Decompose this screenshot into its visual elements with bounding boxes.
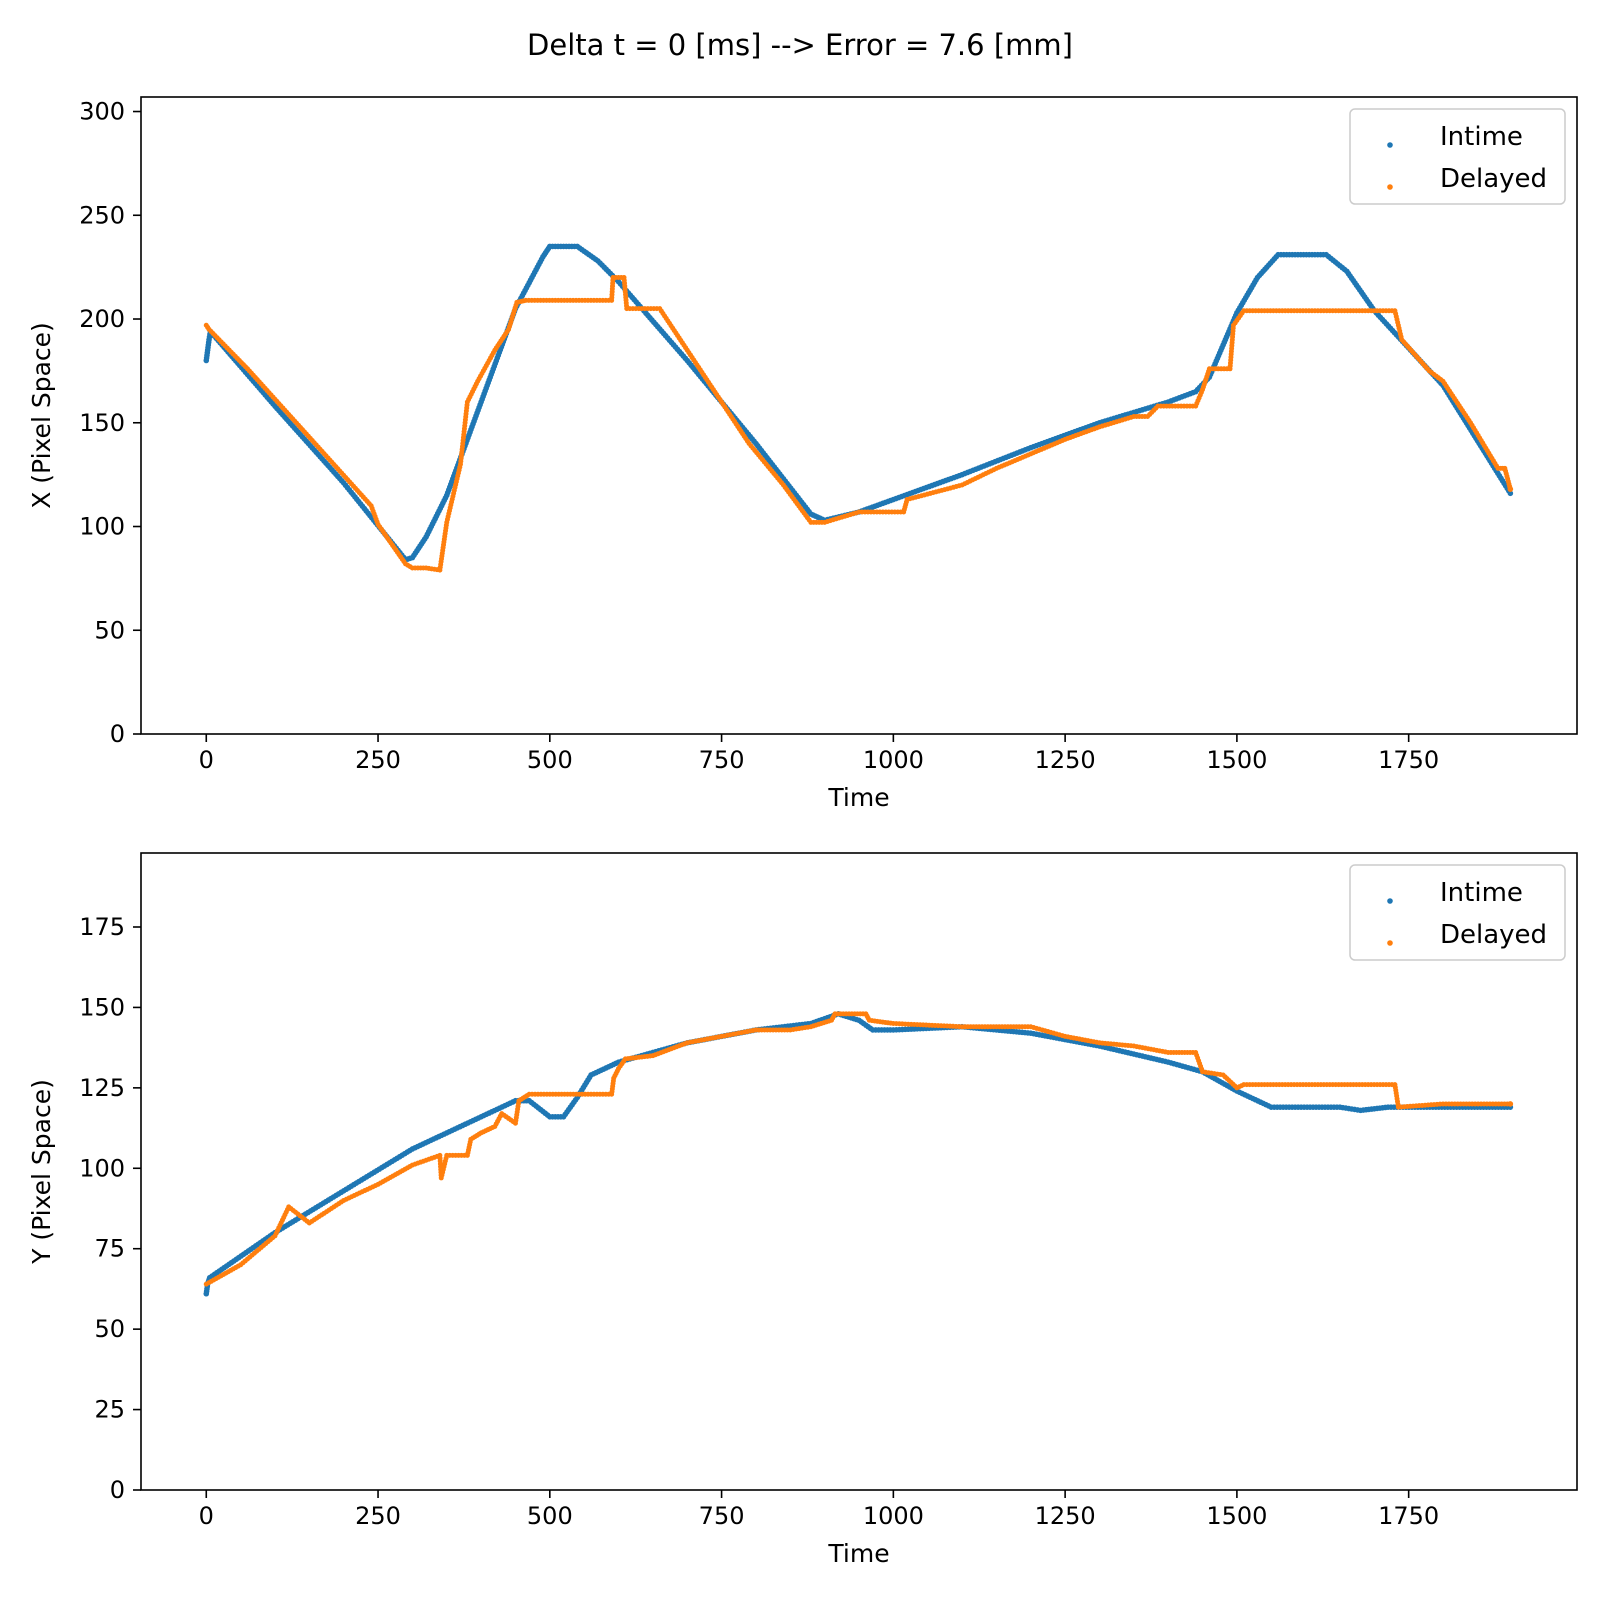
x-tick-label: 750 xyxy=(699,746,745,774)
y-tick-label: 250 xyxy=(79,201,125,229)
x-tick-label: 500 xyxy=(527,746,573,774)
legend-frame xyxy=(1349,864,1566,961)
x-tick-label: 1250 xyxy=(1035,746,1096,774)
y-tick-label: 50 xyxy=(94,1315,125,1343)
series-intime xyxy=(203,1011,1514,1297)
plot-area xyxy=(203,1011,1514,1297)
x-tick-label: 1000 xyxy=(863,746,924,774)
y-axis-label: Y (Pixel Space) xyxy=(27,1079,56,1265)
x-tick-label: 1000 xyxy=(863,1502,924,1530)
y-tick-label: 0 xyxy=(110,1476,125,1504)
y-tick-label: 100 xyxy=(79,1154,125,1182)
y-tick-label: 300 xyxy=(79,98,125,126)
y-axis-label: X (Pixel Space) xyxy=(27,322,56,509)
subplot-2: 0 250 500 750 1000 1250 1500 1750 0 25 50 75 100 125 1… xyxy=(27,852,1578,1568)
x-tick-label: 0 xyxy=(199,746,214,774)
x-tick-label: 250 xyxy=(355,746,401,774)
legend-label-delayed: Delayed xyxy=(1440,164,1547,194)
y-tick-label: 25 xyxy=(94,1396,125,1424)
x-tick-label: 1250 xyxy=(1035,1502,1096,1530)
x-axis-label: Time xyxy=(827,783,889,812)
x-tick-label: 1750 xyxy=(1378,746,1439,774)
data-point xyxy=(1507,490,1514,497)
legend: Intime Delayed xyxy=(1349,108,1566,205)
x-tick-label: 500 xyxy=(527,1502,573,1530)
data-point xyxy=(1507,1101,1514,1107)
legend-label-intime: Intime xyxy=(1440,878,1523,908)
y-tick-label: 150 xyxy=(79,993,125,1021)
series-delayed xyxy=(203,275,1514,573)
y-tick-label: 50 xyxy=(94,616,125,644)
y-tick-label: 0 xyxy=(110,720,125,748)
legend-label-intime: Intime xyxy=(1440,122,1523,152)
legend-marker-intime xyxy=(1387,898,1393,904)
x-tick-label: 1750 xyxy=(1378,1502,1439,1530)
legend-frame xyxy=(1349,108,1566,205)
legend-label-delayed: Delayed xyxy=(1440,920,1547,950)
legend-marker-delayed xyxy=(1387,184,1393,190)
y-tick-label: 150 xyxy=(79,409,125,437)
axes-frame xyxy=(140,852,1578,1491)
figure-title: Delta t = 0 [ms] --> Error = 7.6 [mm] xyxy=(527,28,1073,62)
x-tick-label: 1500 xyxy=(1206,746,1267,774)
data-point xyxy=(1507,486,1514,492)
x-tick-label: 0 xyxy=(199,1502,214,1530)
x-tick-label: 250 xyxy=(355,1502,401,1530)
x-axis-label: Time xyxy=(827,1539,889,1568)
series-delayed xyxy=(203,1011,1514,1287)
legend-marker-delayed xyxy=(1387,940,1393,946)
y-tick-label: 100 xyxy=(79,513,125,541)
y-tick-label: 175 xyxy=(79,913,125,941)
x-tick-label: 750 xyxy=(699,1502,745,1530)
x-tick-label: 1500 xyxy=(1206,1502,1267,1530)
y-tick-label: 200 xyxy=(79,305,125,333)
axes-frame xyxy=(140,96,1578,735)
series-intime xyxy=(203,243,1514,563)
subplot-1: 0 250 500 750 1000 1250 1500 1750 0 50 100 150 200 25… xyxy=(27,96,1578,812)
legend-marker-intime xyxy=(1387,142,1393,148)
legend: Intime Delayed xyxy=(1349,864,1566,961)
y-tick-label: 75 xyxy=(94,1235,125,1263)
plot-area xyxy=(203,243,1514,573)
y-tick-label: 125 xyxy=(79,1074,125,1102)
